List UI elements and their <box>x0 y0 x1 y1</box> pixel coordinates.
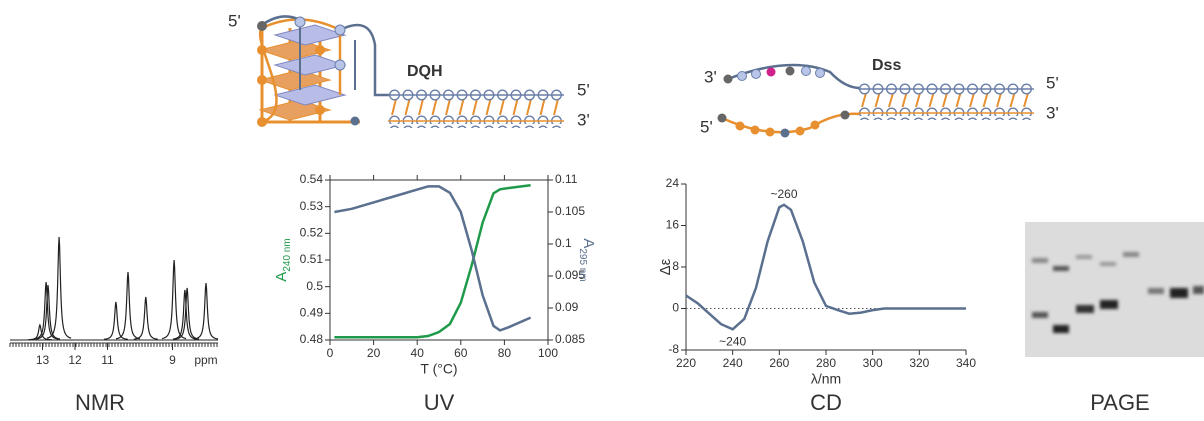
axis-title-sub: 295 nm <box>577 248 588 281</box>
y-tick-label: 0 <box>672 301 679 315</box>
panel-label: UV <box>424 390 455 415</box>
nmr-peak <box>161 259 187 340</box>
axis-title: A240 nm <box>273 238 293 281</box>
x-tick-label: 80 <box>498 346 512 360</box>
axis-title-main: A <box>273 272 290 282</box>
annotation: ~240 <box>719 334 746 348</box>
dss-diagram: 3' Dss 5' 5' 3' <box>700 57 1059 138</box>
annotation: ~260 <box>770 187 797 201</box>
x-tick-label: 0 <box>327 346 334 360</box>
axis-title: Δε <box>657 258 674 275</box>
axis-title-sub: 240 nm <box>282 238 293 271</box>
y2-tick-label: 0.095 <box>555 268 585 282</box>
y2-tick-label: 0.11 <box>555 172 578 186</box>
nmr-peak <box>115 271 141 340</box>
nmr-peak <box>27 323 52 341</box>
y2-tick-label: 0.09 <box>555 300 579 314</box>
diagram-label: Dss <box>872 57 901 74</box>
x-tick-label: 280 <box>816 356 836 370</box>
y-tick-label: 16 <box>666 218 680 232</box>
end-label: 5' <box>700 117 713 136</box>
x-tick-label: 320 <box>909 356 929 370</box>
x-tick-label: 100 <box>538 346 558 360</box>
nmr-peak <box>172 289 197 340</box>
panel-label: CD <box>810 390 842 415</box>
nmr-peak <box>33 281 59 340</box>
x-tick-label: 220 <box>676 356 696 370</box>
nmr-peak <box>103 301 128 340</box>
y2-tick-label: 0.1 <box>555 236 572 250</box>
x-tick-label: 13 <box>36 353 50 367</box>
x-tick-label: 60 <box>454 346 468 360</box>
diagram-label: DQH <box>407 63 443 80</box>
plot-frame <box>329 179 549 341</box>
axis-title-main: Δε <box>657 258 674 275</box>
end-label: 3' <box>704 67 717 86</box>
end-label: 5' <box>228 11 241 30</box>
y-tick-label: 0.51 <box>300 252 324 266</box>
series-line <box>334 185 532 332</box>
x-tick-label: 240 <box>723 356 743 370</box>
axis-title: A295 nm <box>577 238 597 281</box>
x-axis-title: λ/nm <box>811 371 841 387</box>
y-tick-label: 0.52 <box>300 226 324 240</box>
y2-tick-label: 0.105 <box>555 204 585 218</box>
y-tick-label: 0.5 <box>306 279 323 293</box>
panel-label: NMR <box>75 390 125 415</box>
x-tick-label: 12 <box>68 353 82 367</box>
axis-title-main: A <box>580 238 597 248</box>
x-tick-label: 9 <box>169 353 176 367</box>
end-label: 5' <box>577 80 590 99</box>
series-line <box>685 203 966 331</box>
x-unit: ppm <box>194 353 217 367</box>
y-tick-label: -8 <box>668 342 679 356</box>
x-tick-label: 11 <box>101 353 114 367</box>
nmr-peak <box>174 287 200 340</box>
y-tick-label: 24 <box>666 176 680 190</box>
y-tick-label: 0.49 <box>300 306 324 320</box>
panel-label: PAGE <box>1090 390 1150 415</box>
y2-tick-label: 0.085 <box>555 332 585 346</box>
x-tick-label: 260 <box>769 356 789 370</box>
nmr-peak <box>46 236 72 339</box>
nmr-peak <box>133 296 158 340</box>
series-line <box>334 184 531 339</box>
y-tick-label: 0.53 <box>300 199 324 213</box>
x-tick-label: 340 <box>956 356 976 370</box>
end-label: 3' <box>577 110 590 129</box>
x-tick-label: 20 <box>367 346 381 360</box>
y-tick-label: 0.48 <box>300 332 324 346</box>
x-tick-label: 300 <box>863 356 883 370</box>
end-label: 3' <box>1046 103 1059 122</box>
x-axis-title: T (°C) <box>420 361 457 377</box>
y-tick-label: 8 <box>672 259 679 273</box>
gel-image <box>1025 222 1204 357</box>
nmr-peak <box>36 284 60 340</box>
end-label: 5' <box>1046 73 1059 92</box>
dqh-diagram: 5' DQH 5' 3' <box>228 11 590 129</box>
y-tick-label: 0.54 <box>300 172 324 186</box>
x-tick-label: 40 <box>411 346 425 360</box>
nmr-peak <box>193 282 219 340</box>
